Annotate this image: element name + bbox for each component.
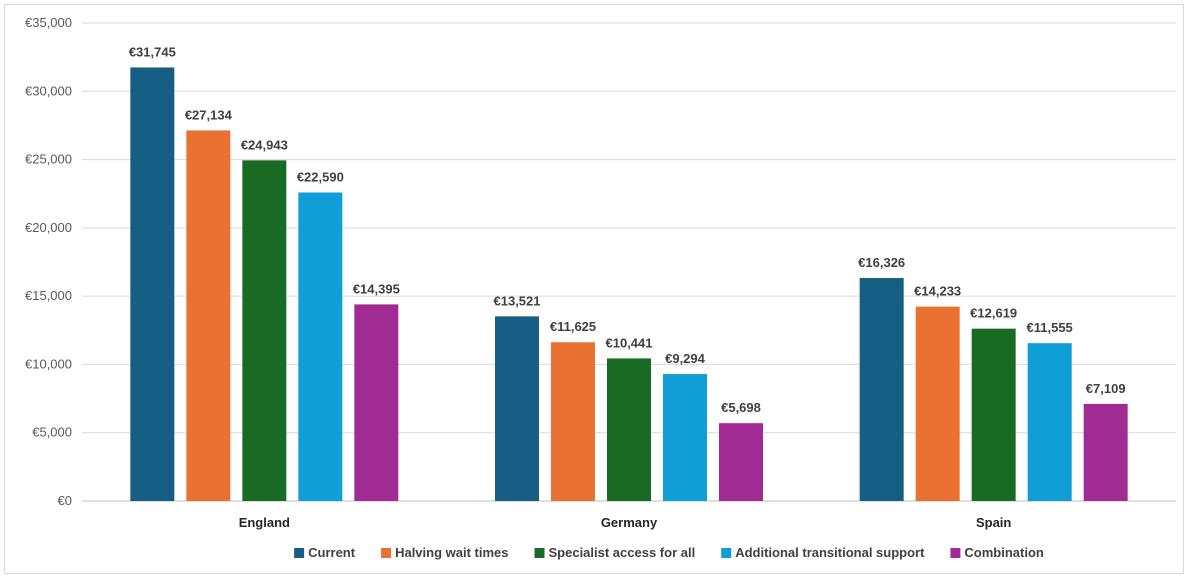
data-label: €31,745	[129, 44, 176, 59]
bar	[971, 328, 1016, 501]
data-label: €13,521	[494, 293, 541, 308]
data-label: €9,294	[665, 351, 706, 366]
y-tick-label: €15,000	[25, 288, 72, 303]
y-tick-label: €20,000	[25, 220, 72, 235]
bar	[1083, 403, 1128, 501]
y-tick-label: €5,000	[32, 425, 72, 440]
legend-swatch	[294, 548, 305, 558]
legend-item[interactable]: Additional transitional support	[721, 545, 925, 560]
legend-swatch	[381, 548, 392, 558]
data-label: €14,395	[353, 281, 400, 296]
bar	[186, 130, 231, 502]
data-label: €14,233	[914, 284, 961, 299]
y-tick-label: €0	[58, 493, 72, 508]
bar	[354, 304, 399, 501]
legend-item[interactable]: Halving wait times	[381, 545, 509, 560]
bar	[242, 160, 287, 501]
y-tick-label: €30,000	[25, 83, 72, 98]
x-category-label: Spain	[976, 515, 1011, 530]
bar	[663, 374, 707, 501]
bar	[551, 342, 595, 501]
data-label: €5,698	[721, 400, 761, 415]
data-label: €24,943	[241, 137, 288, 152]
y-tick-label: €25,000	[25, 152, 72, 167]
y-tick-label: €35,000	[25, 15, 72, 30]
bar	[130, 67, 175, 501]
legend-swatch	[721, 548, 732, 558]
data-label: €12,619	[970, 306, 1017, 321]
bar	[298, 192, 343, 501]
legend-label: Specialist access for all	[549, 545, 696, 560]
data-label: €27,134	[185, 107, 233, 122]
bar	[859, 278, 904, 501]
bars	[130, 67, 1128, 502]
legend-label: Halving wait times	[395, 545, 508, 560]
bar	[719, 423, 763, 501]
data-label: €11,555	[1027, 320, 1073, 335]
y-axis: €0 €5,000 €10,000 €15,000 €20,000 €25,000 €30,…	[25, 15, 72, 508]
bar	[915, 306, 960, 501]
legend-item[interactable]: Specialist access for all	[534, 545, 696, 560]
legend-swatch	[950, 548, 961, 558]
x-category-label: Germany	[601, 515, 658, 530]
legend-label: Combination	[964, 545, 1043, 560]
data-label: €11,625	[550, 319, 596, 334]
data-label: €7,109	[1086, 381, 1126, 396]
bar	[1027, 343, 1072, 501]
x-axis: England Germany Spain	[239, 515, 1012, 530]
legend-label: Additional transitional support	[735, 545, 925, 560]
legend-swatch	[534, 548, 545, 558]
bar	[495, 316, 539, 501]
legend-item[interactable]: Current	[294, 545, 356, 560]
x-category-label: England	[239, 515, 290, 530]
data-label: €16,326	[858, 255, 905, 270]
legend-label: Current	[308, 545, 356, 560]
legend[interactable]: Current Halving wait times Specialist acce…	[294, 545, 1044, 560]
data-labels: €31,745 €27,134 €24,943 €22,590 €14,395 €13,5…	[129, 44, 1126, 415]
bar	[607, 358, 651, 501]
legend-item[interactable]: Combination	[950, 545, 1044, 560]
y-tick-label: €10,000	[25, 356, 72, 371]
data-label: €10,441	[606, 335, 653, 350]
data-label: €22,590	[297, 169, 344, 184]
